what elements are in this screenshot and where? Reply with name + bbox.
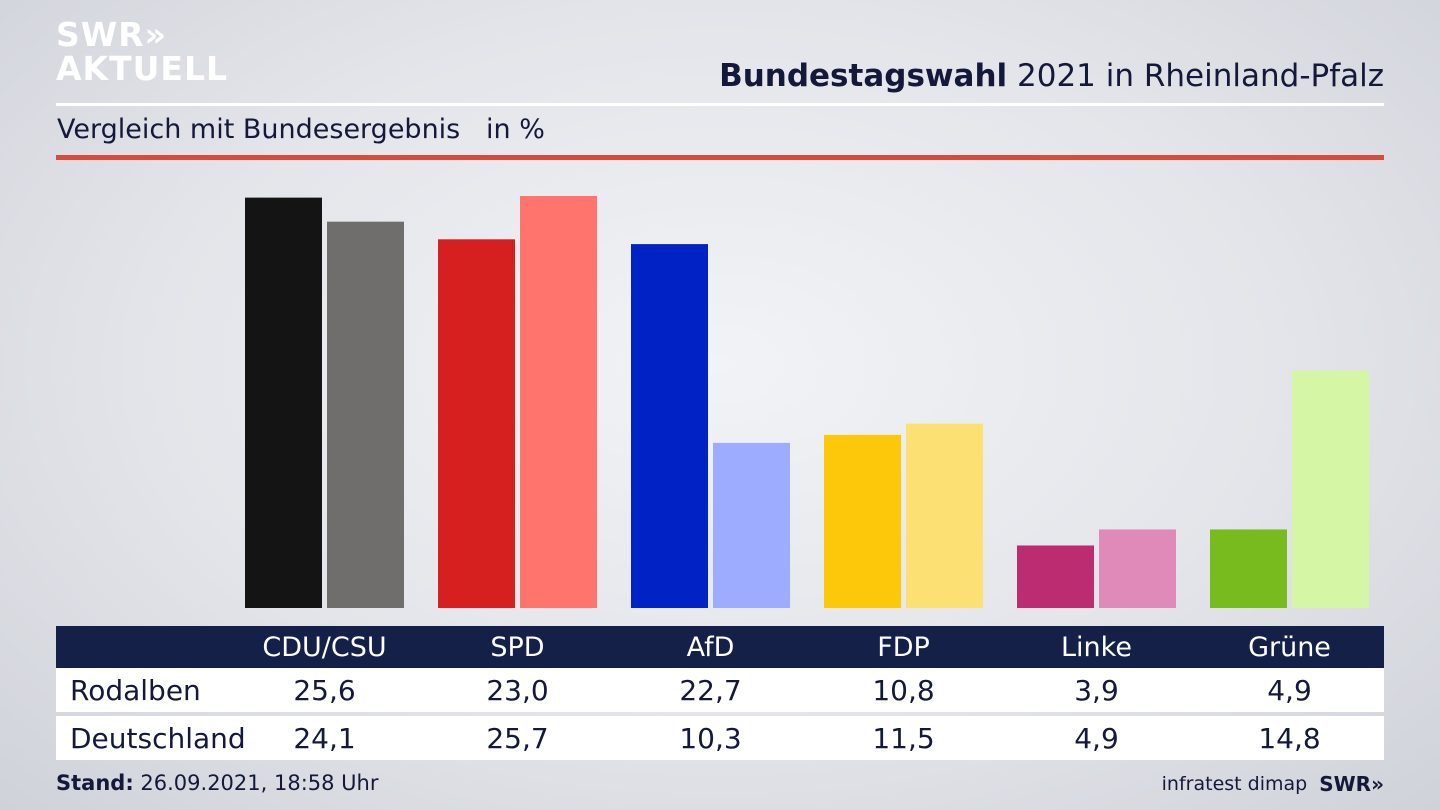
swr-brand-logo: SWR» [1319, 772, 1384, 796]
bar-afd-deutschland [713, 442, 790, 608]
table-cell: 24,1 [293, 721, 356, 755]
table-cell: 3,9 [1074, 673, 1119, 707]
column-header: CDU/CSU [262, 631, 387, 663]
swr-aktuell-logo: SWR» AKTUELL [56, 18, 228, 86]
row-label: Deutschland [70, 721, 246, 755]
table-cell: 4,9 [1074, 721, 1119, 755]
bar-grüne-rodalben [1210, 529, 1287, 608]
logo-line1: SWR» [56, 15, 167, 54]
column-header: SPD [490, 631, 545, 663]
title-divider [56, 103, 1384, 106]
table-cell: 25,6 [293, 673, 356, 707]
bar-chart [245, 196, 1369, 609]
row-label: Rodalben [70, 673, 201, 707]
bar-afd-rodalben [631, 244, 708, 608]
bar-spd-deutschland [520, 196, 597, 609]
bar-cdu-csu-rodalben [245, 197, 322, 608]
table-cell: 22,7 [679, 673, 742, 707]
table-cell: 23,0 [486, 673, 549, 707]
bar-cdu-csu-deutschland [327, 221, 404, 608]
table-cell: 11,5 [872, 721, 935, 755]
page-title: Bundestagswahl 2021 in Rheinland-Pfalz [719, 58, 1384, 94]
column-header: Grüne [1248, 631, 1331, 663]
title-rest: 2021 in Rheinland-Pfalz [1007, 58, 1384, 94]
table-row: Rodalben 25,6 23,0 22,7 10,8 3,9 4,9 [56, 668, 1384, 712]
bar-grüne-deutschland [1292, 370, 1369, 608]
bar-fdp-deutschland [906, 423, 983, 608]
table-cell: 10,3 [679, 721, 742, 755]
stand-label: Stand: [56, 771, 134, 795]
bar-fdp-rodalben [824, 434, 901, 608]
bar-linke-rodalben [1017, 545, 1094, 608]
table-row: Deutschland 24,1 25,7 10,3 11,5 4,9 14,8 [56, 716, 1384, 760]
table-cell: 14,8 [1258, 721, 1321, 755]
source-footer: infratest dimap SWR» [1162, 772, 1384, 796]
bar-linke-deutschland [1099, 529, 1176, 608]
table-cell: 4,9 [1267, 673, 1312, 707]
subtitle-divider [56, 155, 1384, 160]
title-bold: Bundestagswahl [719, 58, 1008, 94]
table-header-row: CDU/CSU SPD AfD FDP Linke Grüne [56, 626, 1384, 668]
stand-footer: Stand: 26.09.2021, 18:58 Uhr [56, 771, 379, 795]
stand-value: 26.09.2021, 18:58 Uhr [133, 771, 379, 795]
table-cell: 25,7 [486, 721, 549, 755]
source-label: infratest dimap [1161, 773, 1308, 795]
column-header: FDP [877, 631, 930, 663]
table-cell: 10,8 [872, 673, 935, 707]
results-table: CDU/CSU SPD AfD FDP Linke Grüne Rodalben 25,6 2… [56, 626, 1384, 760]
column-header: Linke [1061, 631, 1132, 663]
logo-line2: AKTUELL [56, 49, 229, 88]
column-header: AfD [686, 631, 735, 663]
bar-spd-rodalben [438, 239, 515, 608]
chart-subtitle: Vergleich mit Bundesergebnis in % [57, 114, 545, 145]
